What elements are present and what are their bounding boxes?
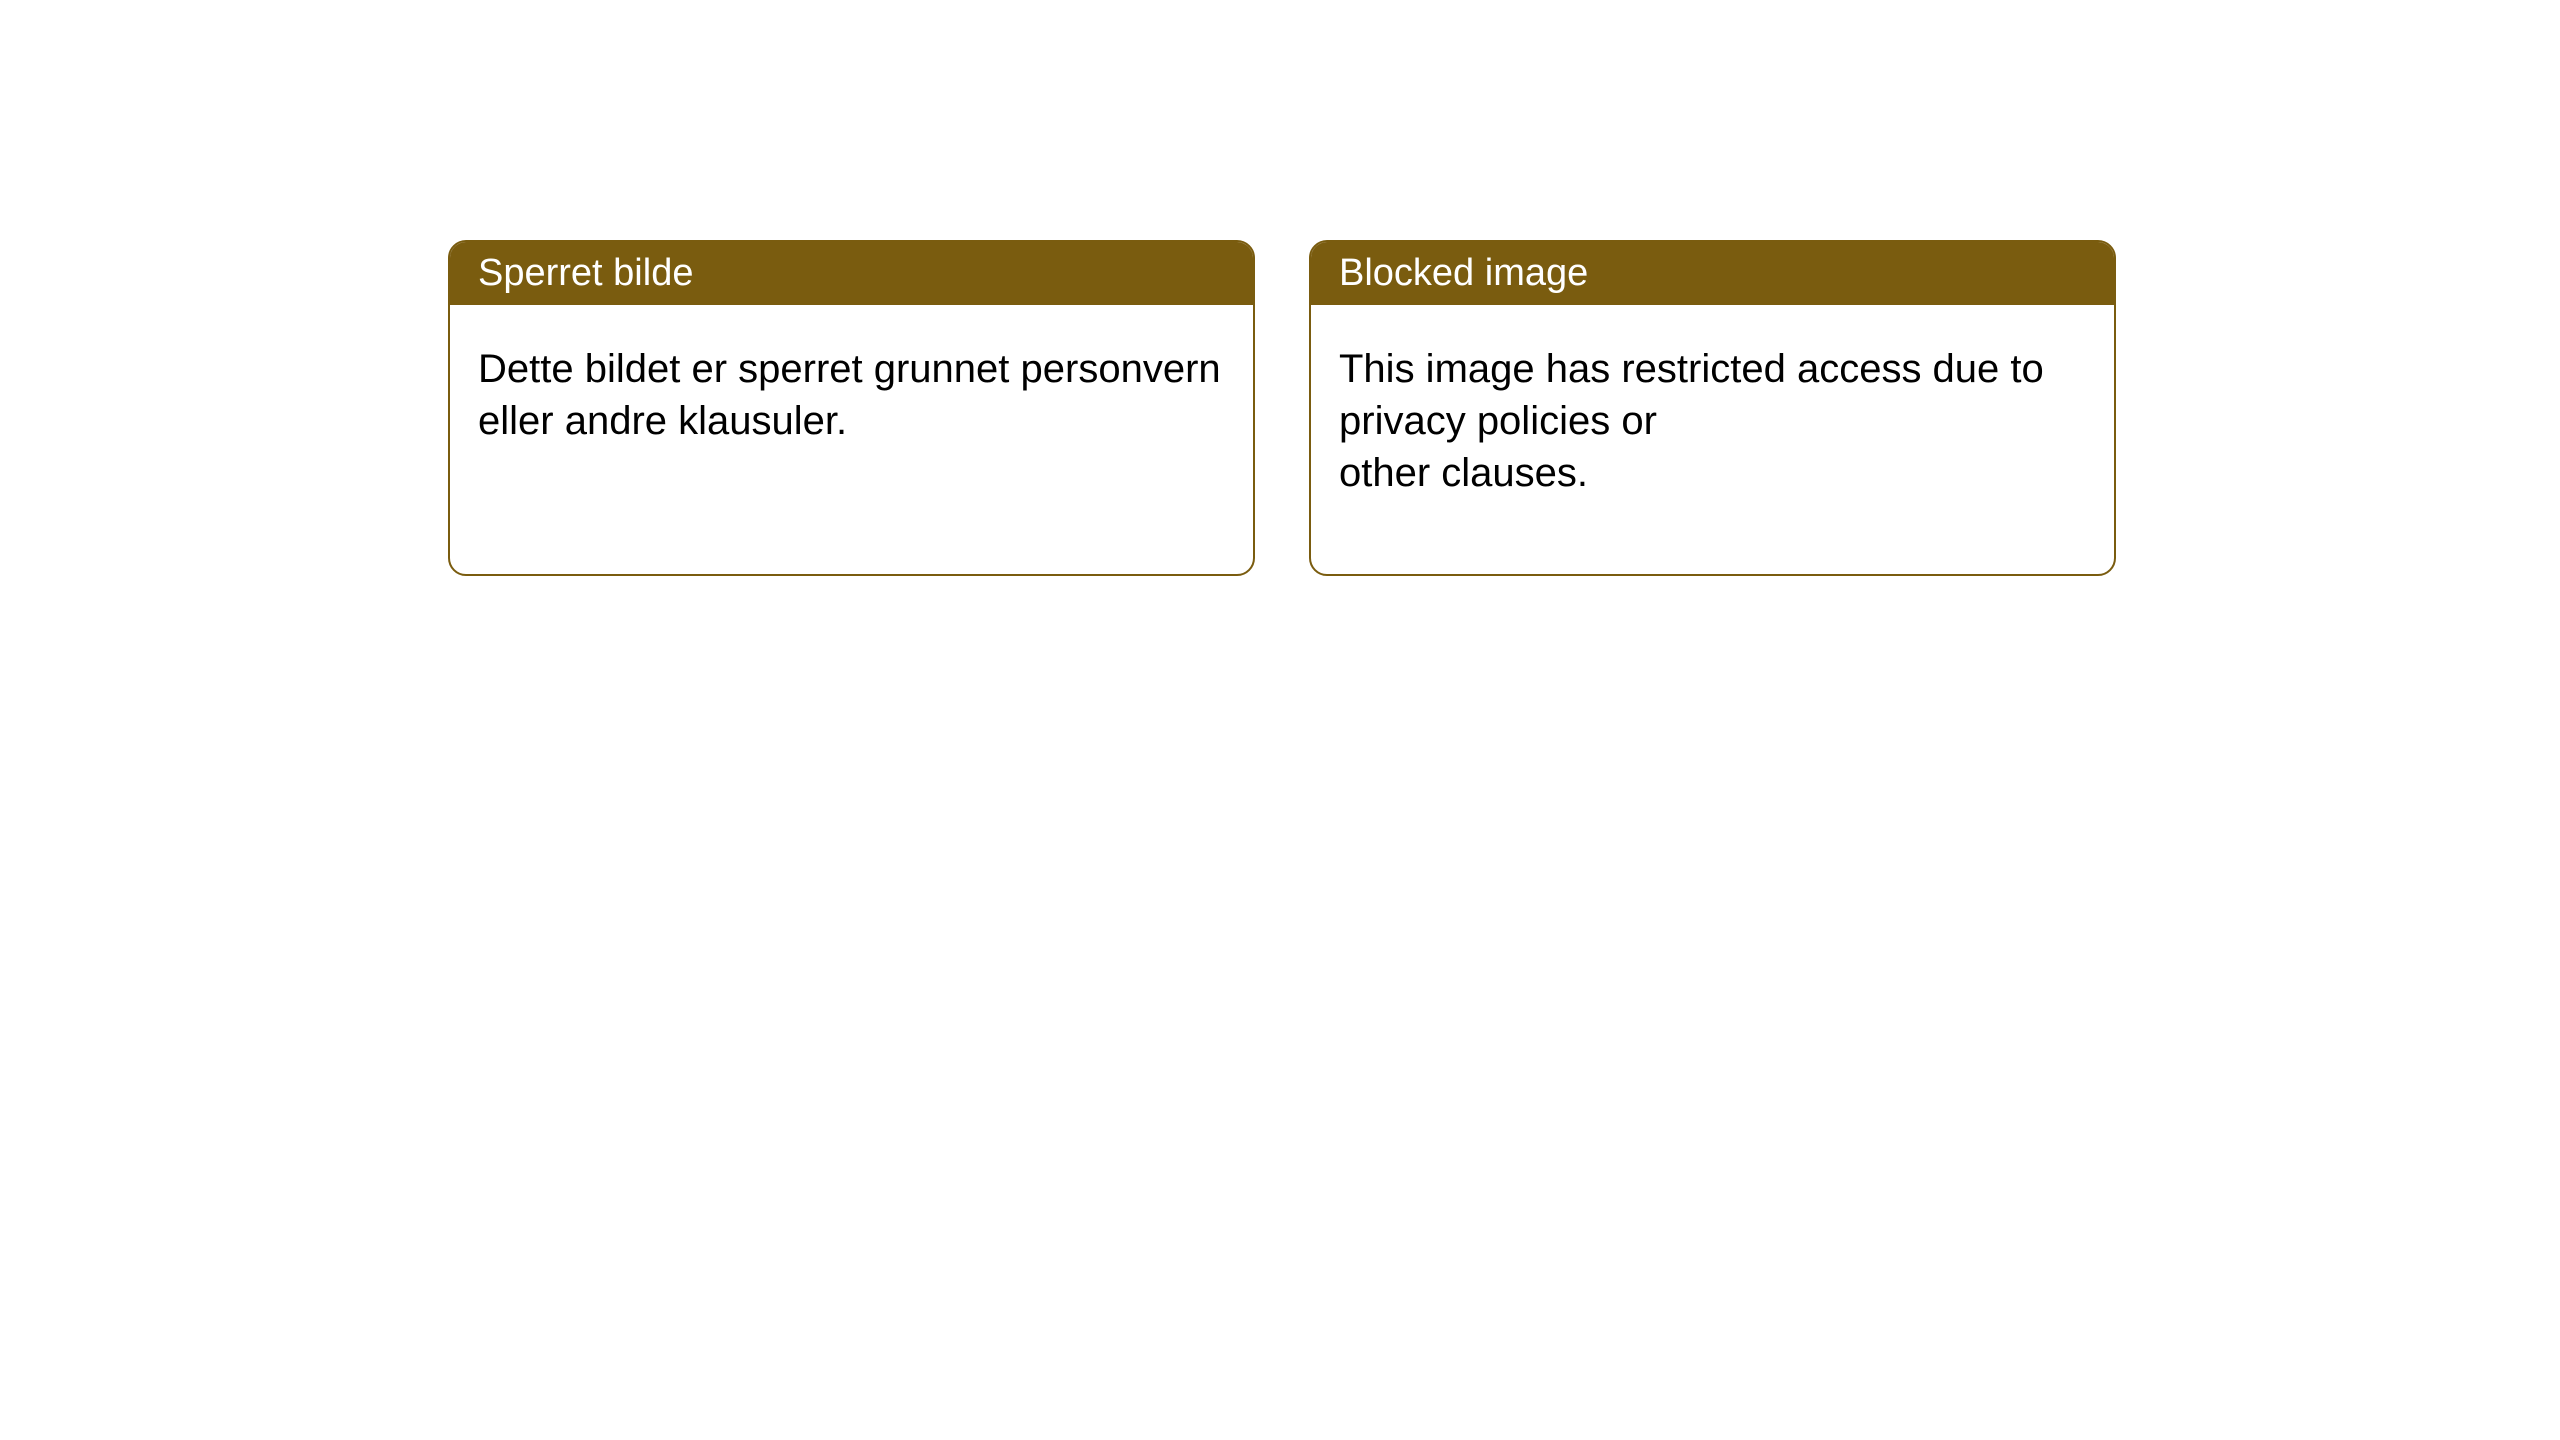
notice-card-norwegian: Sperret bilde Dette bildet er sperret gr… [448, 240, 1255, 576]
card-header: Blocked image [1311, 242, 2114, 305]
card-body: This image has restricted access due to … [1311, 305, 2114, 537]
card-header: Sperret bilde [450, 242, 1253, 305]
notice-cards-container: Sperret bilde Dette bildet er sperret gr… [0, 0, 2560, 576]
card-body: Dette bildet er sperret grunnet personve… [450, 305, 1253, 485]
notice-card-english: Blocked image This image has restricted … [1309, 240, 2116, 576]
